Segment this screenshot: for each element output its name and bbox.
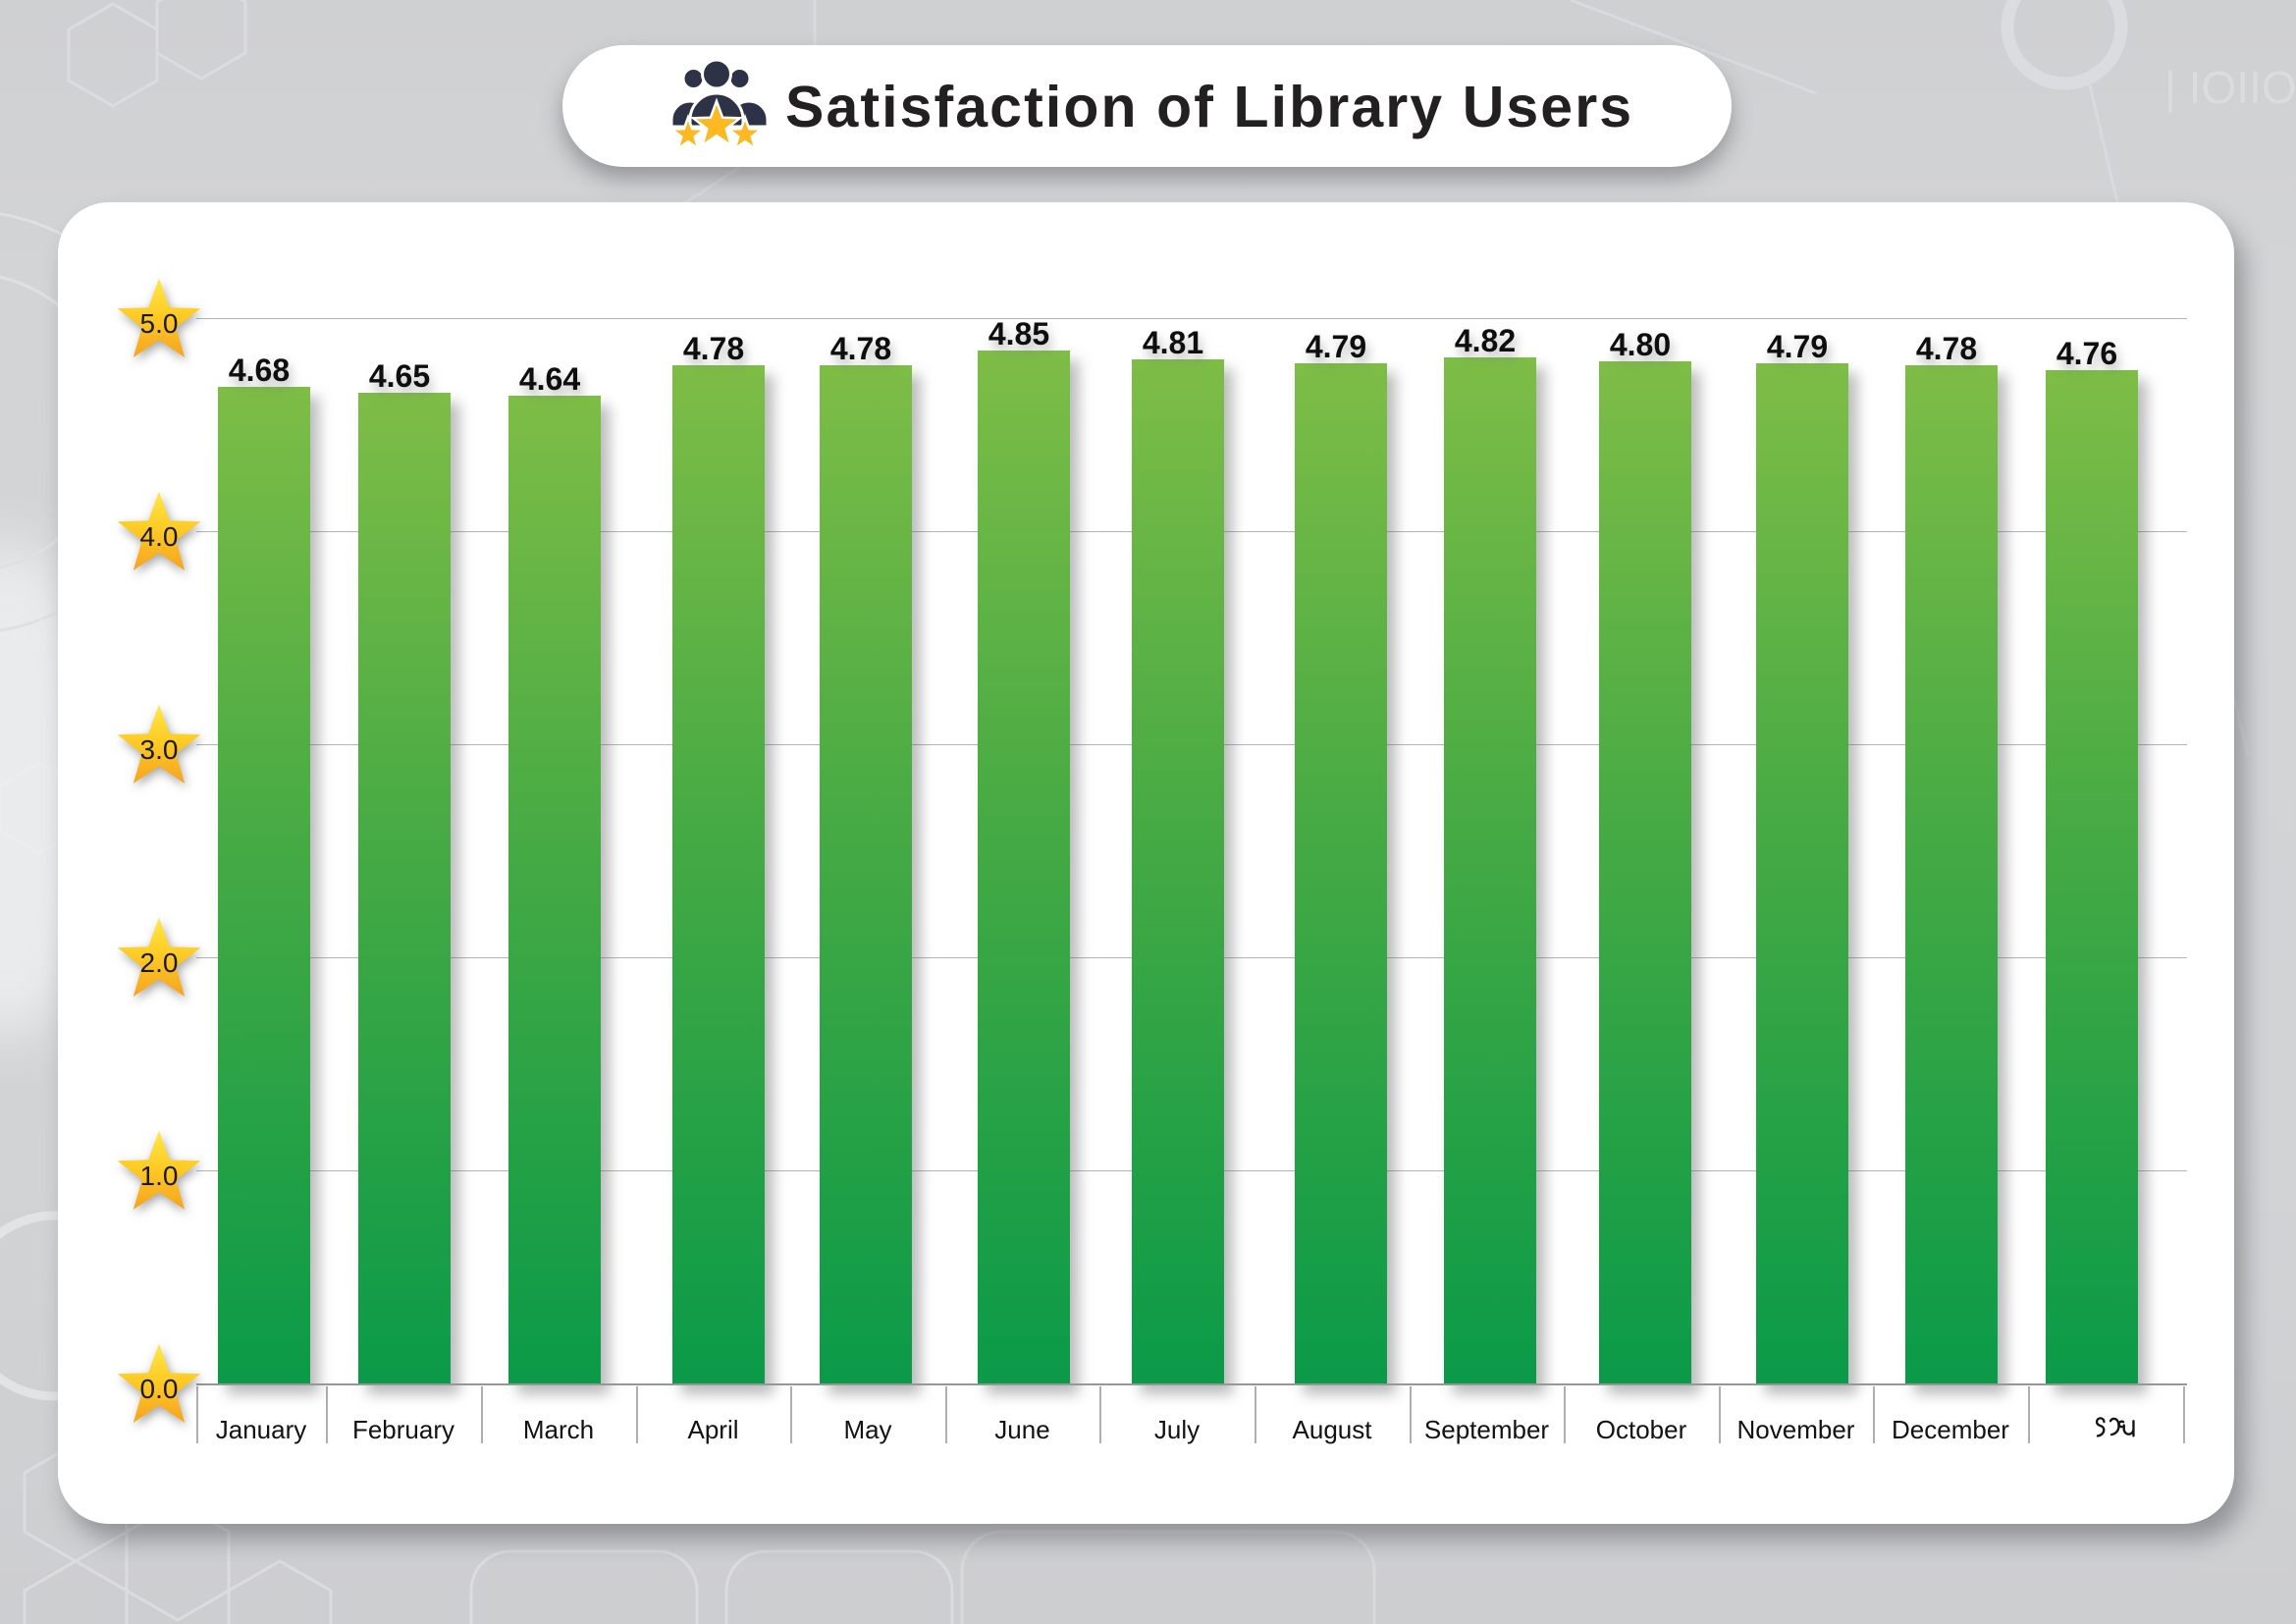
svg-text:| IOIIO: | IOIIO [2164, 62, 2296, 113]
